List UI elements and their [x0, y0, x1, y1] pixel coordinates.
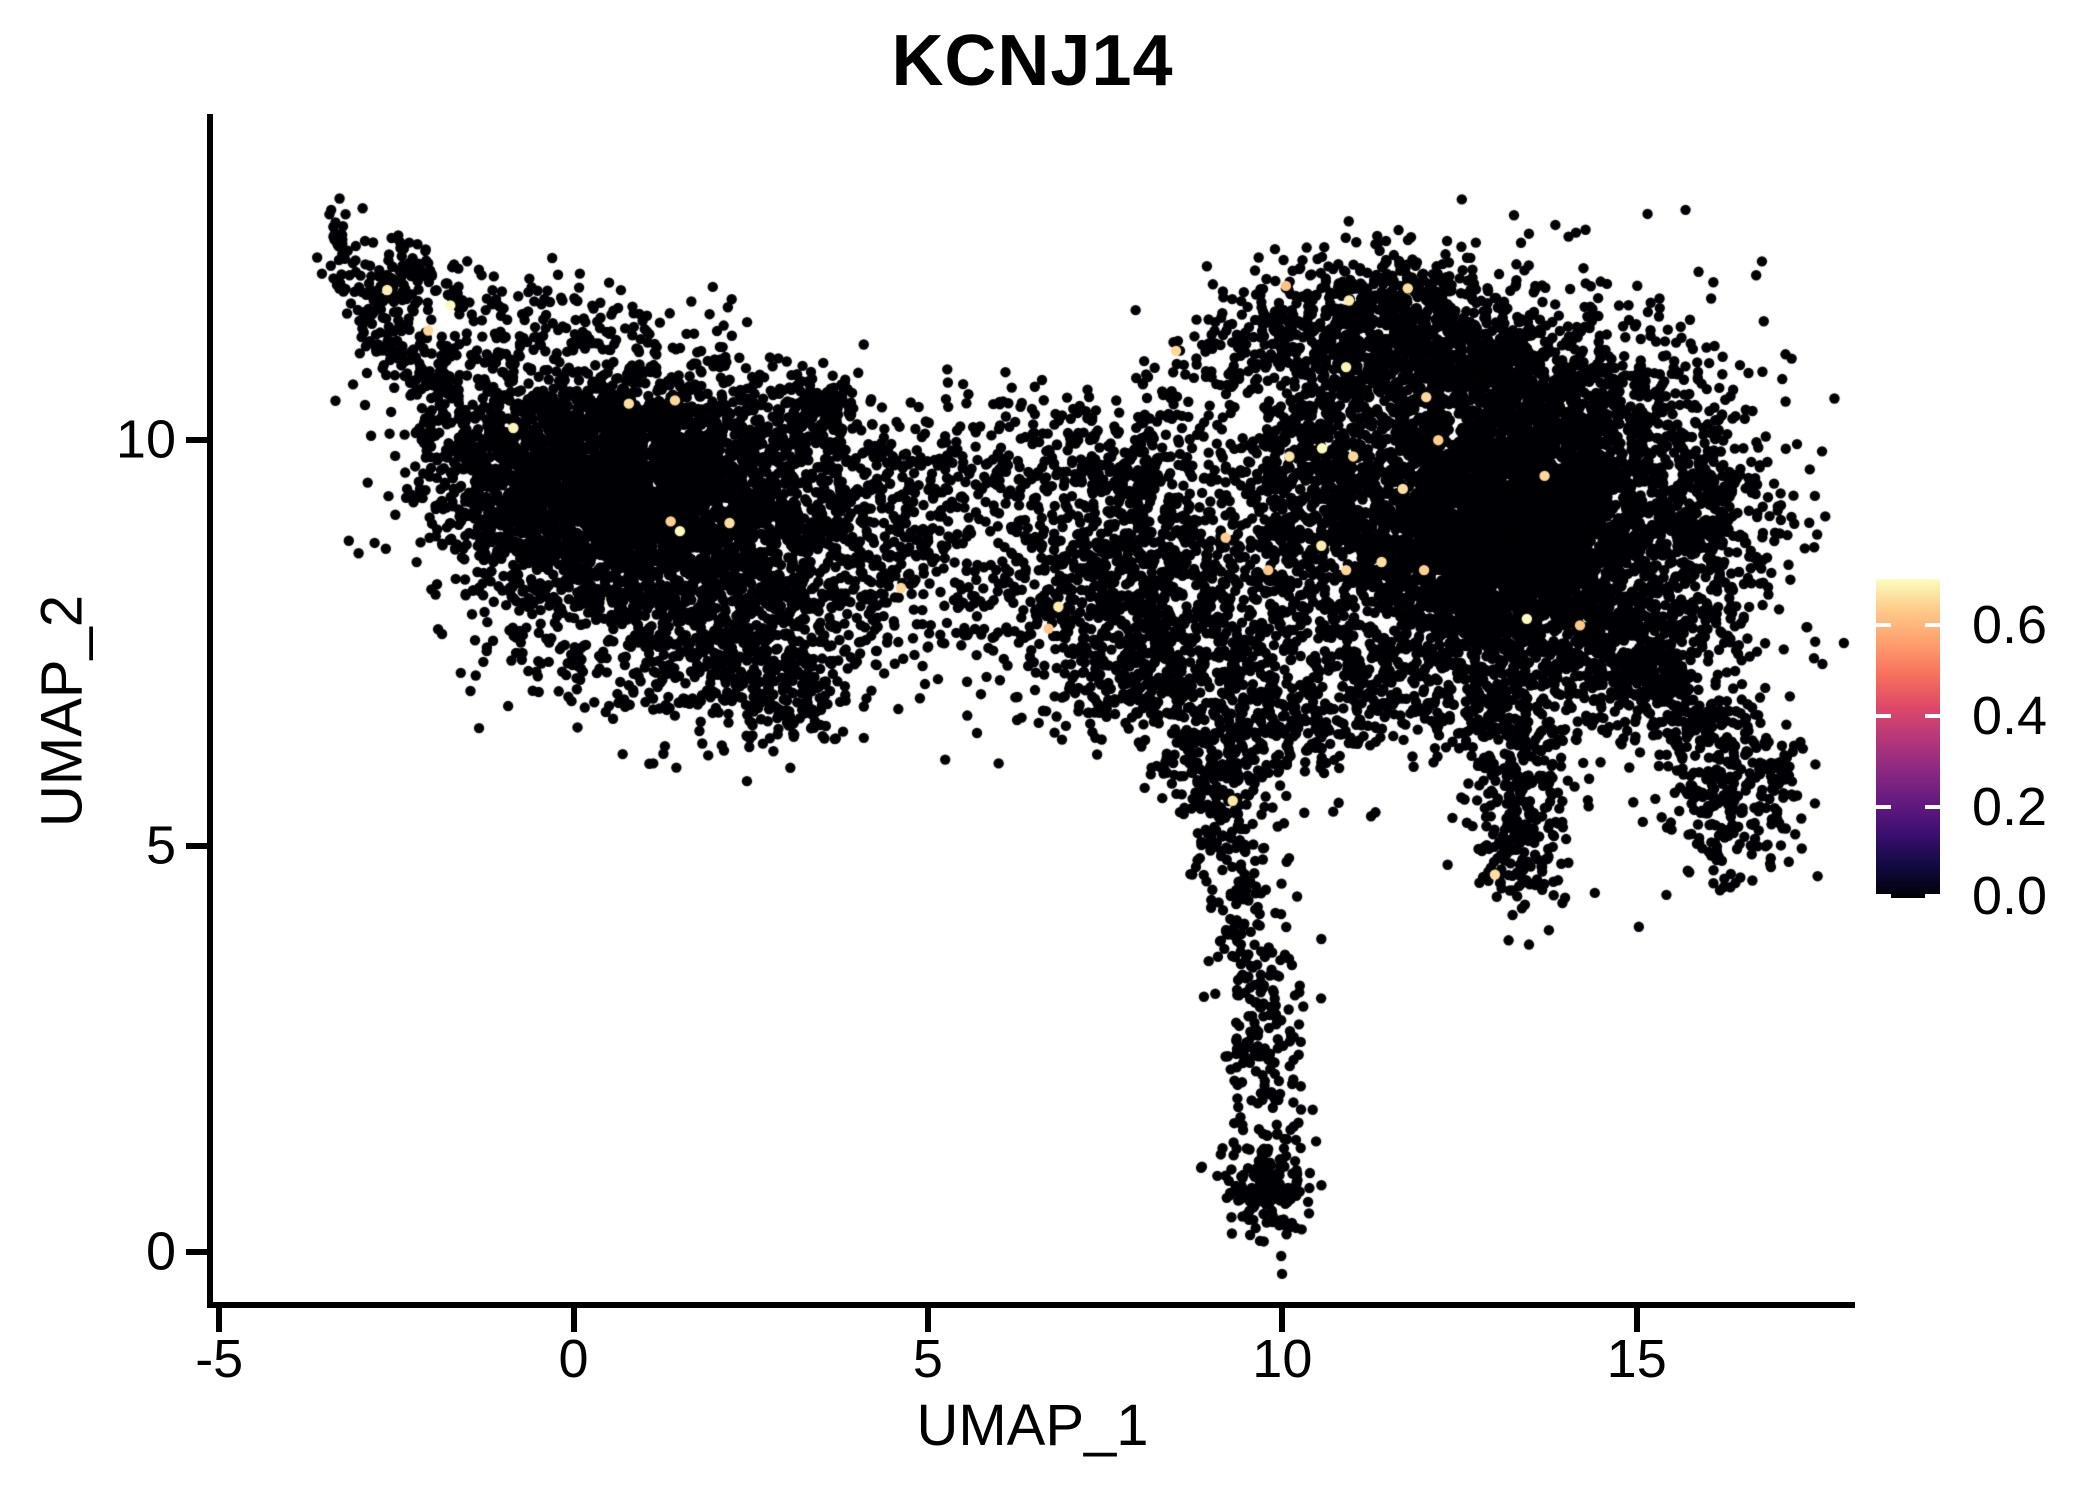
colorbar-tick-label: 0.6: [1972, 594, 2048, 655]
x-axis-line: [207, 1302, 1855, 1308]
colorbar-tick-mark: [1925, 713, 1940, 718]
x-tick-label: 10: [1252, 1329, 1313, 1389]
colorbar-tick-label: 0.0: [1972, 866, 2048, 926]
y-axis-title: UMAP_2: [29, 594, 95, 828]
y-tick-mark: [186, 1249, 208, 1256]
x-tick-mark: [1279, 1308, 1286, 1332]
x-tick-mark: [216, 1308, 223, 1332]
colorbar-tick-mark: [1876, 804, 1891, 809]
x-tick-label: 0: [558, 1329, 589, 1389]
y-tick-label: 5: [145, 815, 176, 876]
x-tick-mark: [1633, 1308, 1640, 1332]
colorbar-tick-mark: [1876, 622, 1891, 627]
colorbar-tick-mark: [1925, 804, 1940, 809]
colorbar-tick-label: 0.4: [1972, 685, 2048, 746]
y-tick-label: 10: [115, 409, 176, 470]
colorbar-tick-mark: [1925, 622, 1940, 627]
colorbar-tick-mark: [1876, 894, 1891, 898]
colorbar-tick-label: 0.2: [1972, 776, 2048, 837]
y-tick-mark: [186, 437, 208, 444]
colorbar-gradient: [1876, 579, 1940, 898]
x-axis-title: UMAP_1: [916, 1393, 1149, 1458]
x-tick-label: -5: [195, 1329, 244, 1389]
y-tick-label: 0: [145, 1221, 176, 1282]
colorbar-tick-mark: [1925, 894, 1940, 898]
plot-title: KCNJ14: [891, 21, 1174, 101]
y-tick-mark: [186, 843, 208, 850]
x-tick-label: 5: [912, 1329, 943, 1389]
x-tick-mark: [570, 1308, 577, 1332]
colorbar-tick-mark: [1876, 713, 1891, 718]
x-tick-label: 15: [1606, 1329, 1667, 1389]
y-axis-line: [207, 114, 213, 1308]
x-tick-mark: [924, 1308, 931, 1332]
